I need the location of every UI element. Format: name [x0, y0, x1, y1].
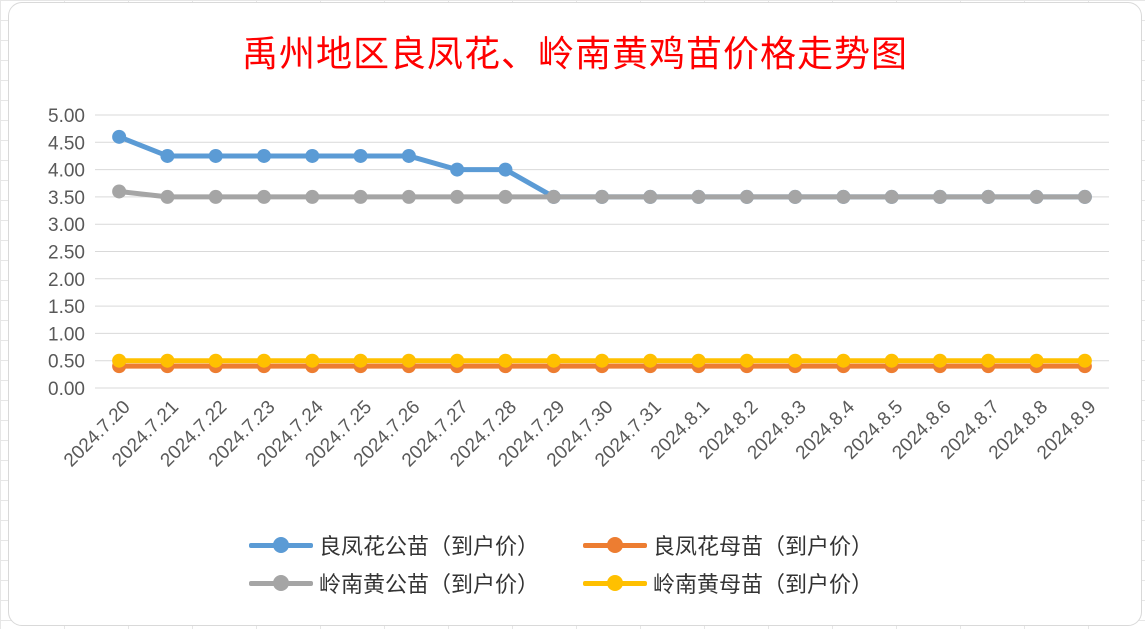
data-point: [208, 189, 223, 204]
x-axis-tick-labels: 2024.7.202024.7.212024.7.222024.7.232024…: [60, 396, 1100, 471]
y-tick-label: 2.50: [48, 243, 85, 264]
data-point: [401, 148, 416, 163]
data-point: [884, 189, 899, 204]
legend-swatch: [249, 573, 313, 593]
data-point: [208, 148, 223, 163]
y-tick-label: 0.50: [48, 352, 85, 373]
legend-swatch: [583, 573, 647, 593]
legend-swatch: [583, 535, 647, 555]
series-3: [112, 353, 1092, 368]
data-point: [257, 189, 271, 204]
data-point: [160, 353, 175, 368]
data-point: [739, 189, 754, 204]
y-tick-label: 5.00: [48, 106, 85, 127]
data-point: [498, 189, 513, 204]
data-point: [112, 184, 127, 199]
data-point: [208, 353, 223, 368]
data-point: [546, 189, 561, 204]
data-point: [160, 189, 175, 204]
data-point: [933, 189, 947, 204]
data-point: [112, 353, 127, 368]
series-line: [116, 134, 1088, 200]
data-point: [595, 353, 609, 368]
y-tick-label: 2.00: [48, 270, 85, 291]
data-point: [305, 148, 320, 163]
data-point: [450, 189, 465, 204]
y-tick-label: 1.50: [48, 297, 85, 318]
legend-item: 岭南黄母苗（到户价）: [583, 567, 873, 599]
data-point: [498, 353, 513, 368]
data-point: [353, 189, 368, 204]
data-point: [1077, 353, 1092, 368]
data-point: [595, 189, 609, 204]
data-point: [691, 189, 706, 204]
legend-item: 良凤花母苗（到户价）: [583, 529, 873, 561]
data-point: [1077, 189, 1092, 204]
y-tick-label: 4.50: [48, 133, 85, 154]
legend-item: 岭南黄公苗（到户价）: [249, 567, 539, 599]
data-point: [160, 148, 175, 163]
data-point: [788, 353, 803, 368]
line-chart-plot: 0.00 0.50 1.00 1.50 2.00 2.50 3.00 3.50 4.00 4.50…: [48, 106, 1109, 471]
data-point: [643, 189, 658, 204]
legend-label: 良凤花母苗（到户价）: [653, 535, 874, 560]
series-2: [112, 184, 1092, 204]
data-point: [836, 189, 851, 204]
legend-item: 良凤花公苗（到户价）: [249, 529, 539, 561]
y-tick-label: 4.00: [48, 161, 85, 182]
legend-swatch: [249, 535, 313, 555]
data-point: [257, 353, 271, 368]
chart-area[interactable]: 禹州地区良凤花、岭南黄鸡苗价格走势图 0.00 0.50 1.00 1.50 2.00 2…: [8, 2, 1142, 626]
data-point: [1029, 353, 1044, 368]
data-point: [353, 148, 368, 163]
data-point: [257, 148, 271, 163]
y-tick-label: 3.00: [48, 215, 85, 236]
data-point: [788, 189, 803, 204]
data-point: [305, 189, 320, 204]
y-tick-label: 0.00: [48, 379, 85, 400]
data-point: [933, 353, 947, 368]
y-axis-tick-labels: 0.00 0.50 1.00 1.50 2.00 2.50 3.00 3.50 4.00 4.50…: [48, 106, 85, 400]
legend-label: 岭南黄母苗（到户价）: [653, 573, 874, 598]
data-point: [112, 129, 127, 144]
data-point: [836, 353, 851, 368]
legend-label: 岭南黄公苗（到户价）: [319, 573, 540, 598]
data-point: [498, 162, 513, 177]
data-point: [401, 353, 416, 368]
data-point: [691, 353, 706, 368]
data-point: [643, 353, 658, 368]
data-point: [739, 353, 754, 368]
chart-title: 禹州地区良凤花、岭南黄鸡苗价格走势图: [241, 34, 908, 75]
data-point: [981, 189, 996, 204]
data-point: [1029, 189, 1044, 204]
data-point: [450, 162, 465, 177]
data-point: [450, 353, 465, 368]
data-point: [884, 353, 899, 368]
y-tick-label: 3.50: [48, 188, 85, 209]
data-point: [546, 353, 561, 368]
data-point: [981, 353, 996, 368]
data-point: [401, 189, 416, 204]
legend-label: 良凤花公苗（到户价）: [319, 535, 540, 560]
y-tick-label: 1.00: [48, 324, 85, 345]
data-point: [353, 353, 368, 368]
data-point: [305, 353, 320, 368]
